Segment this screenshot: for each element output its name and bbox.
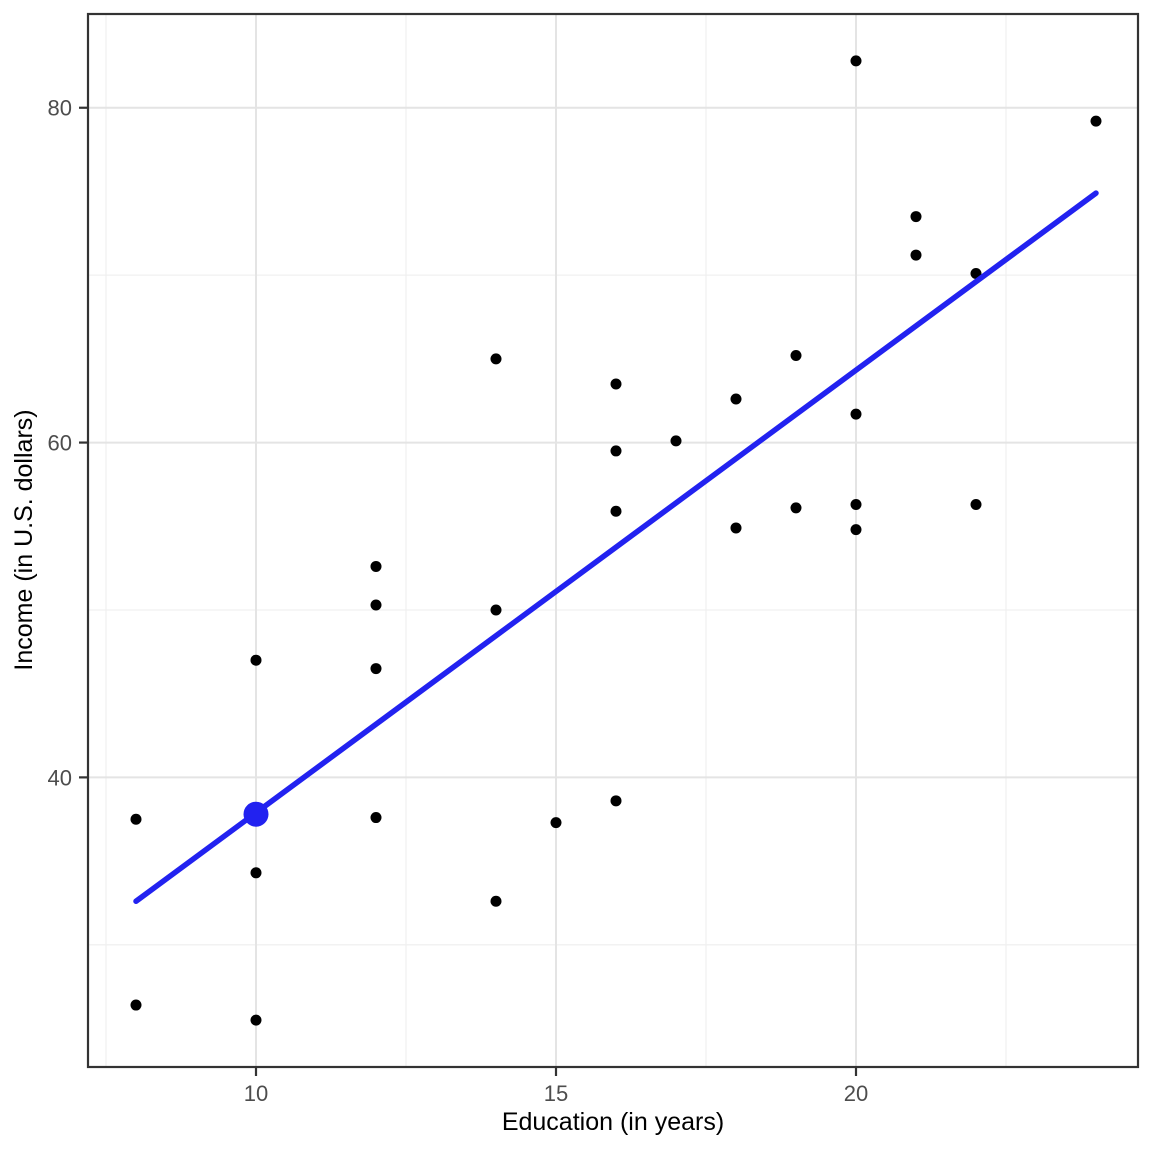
data-point [850,499,862,511]
data-point [970,499,982,511]
data-point [610,505,622,517]
regression-line [133,190,1099,905]
panel-frame [86,12,1140,1069]
data-point [850,55,862,67]
data-point [490,353,502,365]
highlight-point [243,801,269,827]
data-point [490,604,502,616]
x-tick-label: 10 [244,1081,268,1106]
data-point [610,378,622,390]
data-point [910,211,922,223]
x-tick-label: 20 [844,1081,868,1106]
data-point [250,1014,262,1026]
data-point [1090,115,1102,127]
data-point [850,408,862,420]
data-point [610,445,622,457]
x-tick-label: 15 [544,1081,568,1106]
gridlines [88,14,1138,1067]
panel-background [88,14,1138,1067]
data-point [130,813,142,825]
axis-ticks: 10 15 20 40 60 80 [48,96,869,1106]
data-point [370,812,382,824]
data-point [730,522,742,534]
data-point [130,999,142,1011]
data-points-layer [130,55,1102,1026]
y-axis-title: Income (in U.S. dollars) [10,409,38,670]
data-point [610,795,622,807]
y-tick-label: 80 [48,96,72,121]
data-point [490,895,502,907]
data-point [250,867,262,879]
data-point [790,502,802,514]
data-point [370,560,382,572]
data-point [370,599,382,611]
data-point [550,817,562,829]
data-point [910,249,922,261]
y-tick-label: 40 [48,765,72,790]
data-point [370,663,382,675]
data-point [730,393,742,405]
data-point [250,654,262,666]
panel-border [86,12,1140,1069]
data-point [790,350,802,362]
data-point [850,524,862,536]
y-tick-label: 60 [48,431,72,456]
x-axis-title: Education (in years) [502,1108,724,1136]
data-point [670,435,682,447]
